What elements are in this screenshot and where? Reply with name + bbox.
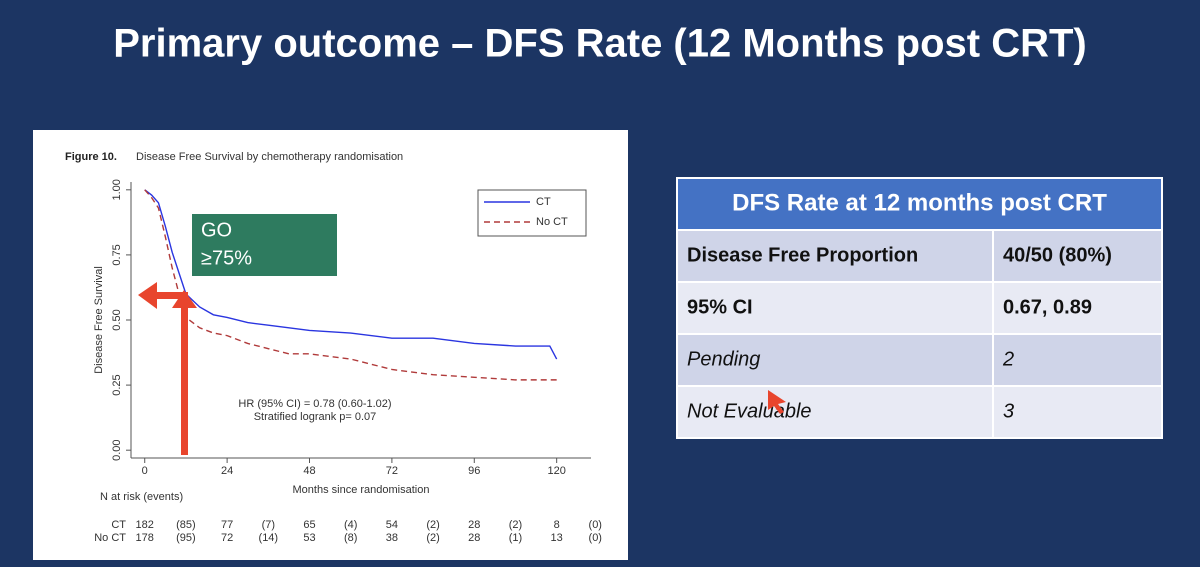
risk-cell: 72 bbox=[221, 532, 233, 544]
x-tick-label: 48 bbox=[303, 465, 315, 477]
table-row: Disease Free Proportion 40/50 (80%) bbox=[676, 229, 1163, 283]
table-cell: Not Evaluable bbox=[687, 400, 812, 422]
legend-label: No CT bbox=[536, 216, 568, 228]
arrow-head bbox=[138, 282, 157, 309]
risk-label: CT bbox=[111, 519, 126, 531]
risk-cell: (4) bbox=[344, 519, 357, 531]
risk-cell: 53 bbox=[303, 532, 315, 544]
y-tick-label: 0.75 bbox=[111, 244, 123, 265]
x-axis-title: Months since randomisation bbox=[293, 484, 430, 496]
arrow-shaft bbox=[181, 305, 188, 455]
risk-label: No CT bbox=[94, 532, 126, 544]
slide-title: Primary outcome – DFS Rate (12 Months po… bbox=[113, 22, 1086, 66]
risk-cell: 28 bbox=[468, 519, 480, 531]
risk-cell: (2) bbox=[426, 532, 439, 544]
risk-cell: 182 bbox=[136, 519, 154, 531]
risk-cell: 13 bbox=[551, 532, 563, 544]
arrow-shaft bbox=[155, 292, 188, 299]
x-tick-label: 120 bbox=[547, 465, 565, 477]
table-cell: Pending bbox=[687, 348, 760, 370]
table-row: Not Evaluable 3 bbox=[676, 385, 1163, 439]
table-cell: Disease Free Proportion bbox=[687, 244, 918, 266]
table-cell: 0.67, 0.89 bbox=[1003, 296, 1092, 318]
y-axis-title: Disease Free Survival bbox=[93, 266, 105, 374]
risk-cell: 54 bbox=[386, 519, 398, 531]
risk-cell: 77 bbox=[221, 519, 233, 531]
survival-line bbox=[144, 189, 558, 360]
dfs-table: DFS Rate at 12 months post CRT Disease Fr… bbox=[676, 177, 1163, 439]
table-border bbox=[676, 177, 1163, 439]
y-tick-label: 1.00 bbox=[111, 179, 123, 200]
risk-cell: (95) bbox=[176, 532, 196, 544]
table-cell: 3 bbox=[1003, 400, 1014, 422]
risk-cell: 28 bbox=[468, 532, 480, 544]
risk-cell: 65 bbox=[303, 519, 315, 531]
table-cell: 2 bbox=[1002, 348, 1014, 370]
risk-cell: 8 bbox=[554, 519, 560, 531]
y-tick-label: 0.00 bbox=[111, 439, 123, 460]
risk-cell: (7) bbox=[262, 519, 275, 531]
risk-cell: (2) bbox=[509, 519, 522, 531]
go-text: ≥75% bbox=[201, 247, 252, 269]
survival-line bbox=[144, 189, 557, 381]
x-tick-label: 72 bbox=[386, 465, 398, 477]
risk-cell: 38 bbox=[386, 532, 398, 544]
table-cell: 95% CI bbox=[687, 296, 753, 318]
annotation: Stratified logrank p= 0.07 bbox=[254, 411, 377, 423]
risk-cell: (8) bbox=[344, 532, 357, 544]
x-tick-label: 96 bbox=[468, 465, 480, 477]
table-row: 95% CI 0.67, 0.89 bbox=[676, 281, 1163, 335]
risk-cell: (2) bbox=[426, 519, 439, 531]
risk-cell: (14) bbox=[259, 532, 279, 544]
x-tick-label: 0 bbox=[142, 465, 148, 477]
annotation: HR (95% CI) = 0.78 (0.60-1.02) bbox=[238, 398, 391, 410]
x-tick-label: 24 bbox=[221, 465, 233, 477]
y-tick-label: 0.25 bbox=[111, 374, 123, 395]
risk-cell: (0) bbox=[589, 532, 602, 544]
figure-label: Figure 10. bbox=[65, 151, 117, 163]
legend-box bbox=[477, 189, 587, 237]
table-row-bg bbox=[676, 281, 1163, 335]
risk-cell: (1) bbox=[509, 532, 522, 544]
risk-cell: 178 bbox=[136, 532, 154, 544]
table-header-bg bbox=[677, 178, 1162, 230]
risk-cell: (0) bbox=[589, 519, 602, 531]
cursor bbox=[768, 390, 786, 414]
table-header: DFS Rate at 12 months post CRT bbox=[732, 189, 1107, 216]
figure-title: Disease Free Survival by chemotherapy ra… bbox=[136, 151, 403, 163]
risk-cell: (85) bbox=[176, 519, 196, 531]
table-cell: 40/50 (80%) bbox=[1003, 244, 1112, 266]
legend-label: CT bbox=[536, 196, 551, 208]
go-text: GO bbox=[201, 219, 232, 241]
table-row: Pending 2 bbox=[676, 333, 1163, 387]
go-box bbox=[192, 214, 337, 276]
risk-title: N at risk (events) bbox=[100, 491, 183, 503]
y-tick-label: 0.50 bbox=[111, 309, 123, 330]
